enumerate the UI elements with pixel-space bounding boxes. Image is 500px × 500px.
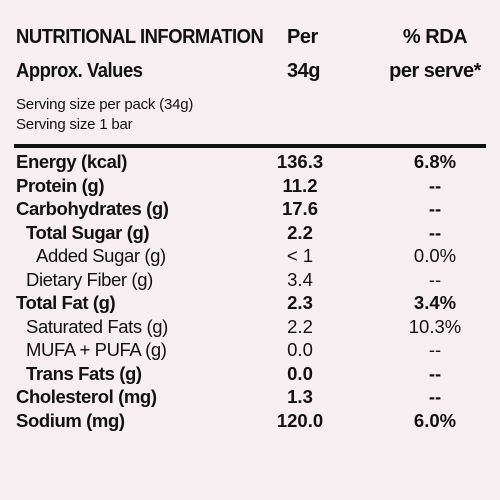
nutrient-row: Cholesterol (mg) 1.3 -- bbox=[0, 386, 500, 410]
nutrient-rda-value: -- bbox=[428, 268, 442, 290]
nutrient-rda-value: 6.8% bbox=[413, 151, 457, 172]
nutrient-row: Energy (kcal) 136.3 6.8% bbox=[0, 151, 500, 175]
nutrient-name: Trans Fats (g) bbox=[26, 362, 142, 384]
nutrient-row: Dietary Fiber (g) 3.4 -- bbox=[0, 269, 500, 293]
nutrient-rda-value: 6.0% bbox=[413, 409, 457, 431]
nutrient-row: Sodium (mg) 120.0 6.0% bbox=[0, 410, 500, 434]
per-amount-header: 34g bbox=[287, 60, 320, 82]
nutrient-per-value: 0.0 bbox=[287, 339, 313, 360]
nutrient-name: Total Fat (g) bbox=[16, 292, 116, 313]
nutrient-row: Added Sugar (g) < 1 0.0% bbox=[0, 245, 500, 269]
nutrient-name: MUFA + PUFA (g) bbox=[26, 339, 167, 360]
nutrient-name: Carbohydrates (g) bbox=[16, 198, 169, 219]
nutrient-per-value: 2.3 bbox=[287, 292, 313, 313]
nutrient-name: Energy (kcal) bbox=[16, 151, 127, 172]
nutrient-per-value: 3.4 bbox=[287, 268, 313, 290]
nutrient-name: Cholesterol (mg) bbox=[16, 386, 157, 407]
nutrient-rda-value: -- bbox=[428, 198, 442, 219]
nutrient-row: Total Fat (g) 2.3 3.4% bbox=[0, 292, 500, 316]
nutrient-row: Total Sugar (g) 2.2 -- bbox=[0, 222, 500, 246]
per-column-header: Per bbox=[287, 26, 318, 48]
rda-column-header: % RDA bbox=[402, 26, 468, 48]
nutrient-per-value: 120.0 bbox=[276, 409, 324, 431]
per-serve-header: per serve* bbox=[389, 60, 481, 82]
approx-values-label: Approx. Values bbox=[16, 60, 143, 82]
nutrient-row: Trans Fats (g) 0.0 -- bbox=[0, 363, 500, 387]
nutrient-per-value: < 1 bbox=[286, 245, 314, 266]
header-divider bbox=[14, 144, 486, 148]
nutrient-name: Protein (g) bbox=[16, 174, 105, 196]
panel-title: NUTRITIONAL INFORMATION bbox=[16, 26, 264, 48]
nutrient-rda-value: -- bbox=[428, 174, 442, 196]
nutrient-rda-value: 10.3% bbox=[408, 315, 462, 337]
nutrient-per-value: 17.6 bbox=[281, 198, 318, 219]
nutrient-per-value: 2.2 bbox=[287, 221, 313, 243]
nutrient-name: Sodium (mg) bbox=[16, 409, 125, 431]
nutrient-rda-value: -- bbox=[428, 221, 442, 243]
nutrient-per-value: 2.2 bbox=[287, 315, 313, 337]
nutrient-per-value: 0.0 bbox=[287, 362, 313, 384]
nutrient-table: Energy (kcal) 136.3 6.8% Protein (g) 11.2 -- C… bbox=[0, 151, 500, 433]
nutrient-rda-value: -- bbox=[428, 339, 442, 360]
nutrient-name: Total Sugar (g) bbox=[26, 221, 150, 243]
nutrient-rda-value: -- bbox=[428, 362, 442, 384]
nutrient-rda-value: 0.0% bbox=[413, 245, 457, 266]
nutrient-row: Carbohydrates (g) 17.6 -- bbox=[0, 198, 500, 222]
nutrient-row: Saturated Fats (g) 2.2 10.3% bbox=[0, 316, 500, 340]
nutrient-per-value: 1.3 bbox=[287, 386, 313, 407]
nutrient-name: Dietary Fiber (g) bbox=[26, 268, 153, 290]
serving-size-per-pack: Serving size per pack (34g) bbox=[16, 96, 194, 113]
nutrient-rda-value: 3.4% bbox=[413, 292, 457, 313]
nutrient-row: Protein (g) 11.2 -- bbox=[0, 175, 500, 199]
serving-size-bar: Serving size 1 bar bbox=[16, 116, 133, 133]
nutrient-per-value: 11.2 bbox=[282, 174, 318, 196]
nutrient-row: MUFA + PUFA (g) 0.0 -- bbox=[0, 339, 500, 363]
nutrient-per-value: 136.3 bbox=[276, 151, 324, 172]
nutrient-name: Added Sugar (g) bbox=[36, 245, 166, 266]
nutrient-rda-value: -- bbox=[428, 386, 442, 407]
nutrient-name: Saturated Fats (g) bbox=[26, 315, 168, 337]
